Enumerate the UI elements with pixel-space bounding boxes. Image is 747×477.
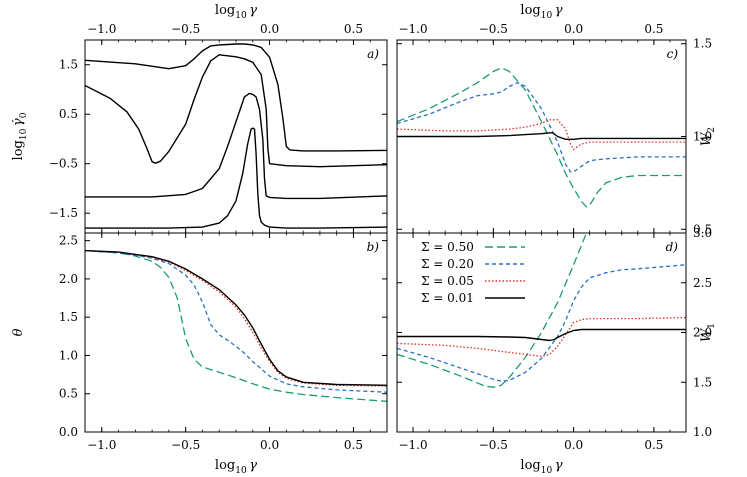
panel-a-series-2 [85,54,387,168]
panel-c-series-0-01 [397,132,686,140]
panel-a-xtick-label-2: 0.0 [260,22,279,36]
panel-c-ytick-label-2: 1.5 [693,37,712,51]
panel-a-ytick-label-2: −0.5 [49,157,78,171]
panel-c-xtick-label-3: 0.5 [644,22,663,36]
panel-c-xtick-label-1: −0.5 [479,22,508,36]
panel-b-xtick-label-1: −0.5 [171,438,200,452]
panel-a-ytick-label-3: −1.5 [49,206,78,220]
panel-b-ytick-label-1: 0.5 [59,387,78,401]
panel-b-series-0-01 [85,249,387,386]
panel-d-ytick-label-4: 3.0 [693,226,712,240]
panel-a-series-3 [85,92,387,200]
panel-c-series-0-20 [397,82,686,173]
panel-d-ytick-label-1: 1.5 [693,375,712,389]
panel-c-xtick-label-0: −1.0 [398,22,427,36]
panel-d-xtick-label-1: −0.5 [479,438,508,452]
panel-c-ylabel: W2 [699,127,717,146]
panel-d-ytick-label-0: 1.0 [693,425,712,439]
panel-b-series-0-50 [85,249,387,403]
panel-a-xtick-label-1: −0.5 [171,22,200,36]
panel-a-frame [84,39,388,234]
panel-d-xlabel: log10 γ [520,458,562,476]
panel-d: −1.0 −0.5 0.0 0.5 1.0 1.5 2.0 2.5 3.0 log10 γ W1 d)… [396,226,717,476]
panel-d-ytick-label-3: 2.5 [693,276,712,290]
panel-d-xtick-label-0: −1.0 [398,438,427,452]
panel-b-ytick-label-5: 2.5 [59,234,78,248]
panel-c-xtick-label-2: 0.0 [564,22,583,36]
panel-b-ytick-label-0: 0.0 [59,425,78,439]
panel-d-xtick-label-2: 0.0 [564,438,583,452]
panel-d-xtick-label-3: 0.5 [644,438,663,452]
panel-d-tag: d) [666,240,679,254]
panel-b-xtick-label-2: 0.0 [260,438,279,452]
panel-b-ylabel: θ [11,328,26,336]
panel-b: −1.0 −0.5 0.0 0.5 0.0 0.5 1.0 1.5 2.0 2.5 log10 γ θ… [11,232,388,476]
legend-label-0-05: Σ = 0.05 [421,274,474,288]
panel-b-xtick-label-0: −1.0 [87,438,116,452]
panel-a-ylabel: log10 γ̇0 [11,112,29,160]
panel-b-series-0-20 [85,249,387,393]
panel-c-series-0-05 [397,119,686,151]
legend-label-0-01: Σ = 0.01 [421,291,474,305]
panel-b-xlabel: log10 γ [215,458,257,476]
panel-c-ytick-label-0: 0.5 [693,222,712,236]
panel-d-ytick-label-2: 2.0 [693,326,712,340]
legend-label-0-20: Σ = 0.20 [421,257,474,271]
panel-a-xlabel: log10 γ [215,3,257,21]
panel-c-xlabel: log10 γ [520,3,562,21]
panel-b-ytick-label-3: 1.5 [59,310,78,324]
panel-d-series-0-05 [397,316,686,358]
panel-b-frame [84,232,388,433]
panel-b-ytick-label-2: 1.0 [59,348,78,362]
panel-b-ytick-label-4: 2.0 [59,272,78,286]
panel-a: −1.0 −0.5 0.0 0.5 1.5 0.5 −0.5 −1.5 log10 γ log10… [11,3,388,234]
panel-c: −1.0 −0.5 0.0 0.5 0.5 1.0 1.5 log10 γ W2 c) [396,3,717,236]
panel-a-ytick-label-0: 1.5 [59,58,78,72]
panel-a-ytick-label-1: 0.5 [59,107,78,121]
panel-b-xtick-label-3: 0.5 [344,438,363,452]
panel-c-ytick-label-1: 1.0 [693,130,712,144]
panel-d-series-0-50 [397,233,588,388]
panel-c-tag: c) [667,47,679,61]
panel-d-series-0-01 [397,328,686,342]
panel-a-series-4 [85,127,387,229]
panel-a-xtick-label-3: 0.5 [344,22,363,36]
panel-d-ylabel: W1 [699,323,717,342]
panel-d-legend: Σ = 0.50 Σ = 0.20 Σ = 0.05 Σ = 0.01 [421,240,525,305]
legend-label-0-50: Σ = 0.50 [421,240,474,254]
panel-d-series-0-20 [397,264,686,382]
panel-b-tag: b) [367,240,380,254]
panel-a-series-1 [85,43,387,152]
panel-a-xtick-label-0: −1.0 [87,22,116,36]
panel-b-series-0-05 [85,249,387,387]
panel-c-series-0-50 [397,67,686,208]
panel-a-tag: a) [367,47,379,61]
